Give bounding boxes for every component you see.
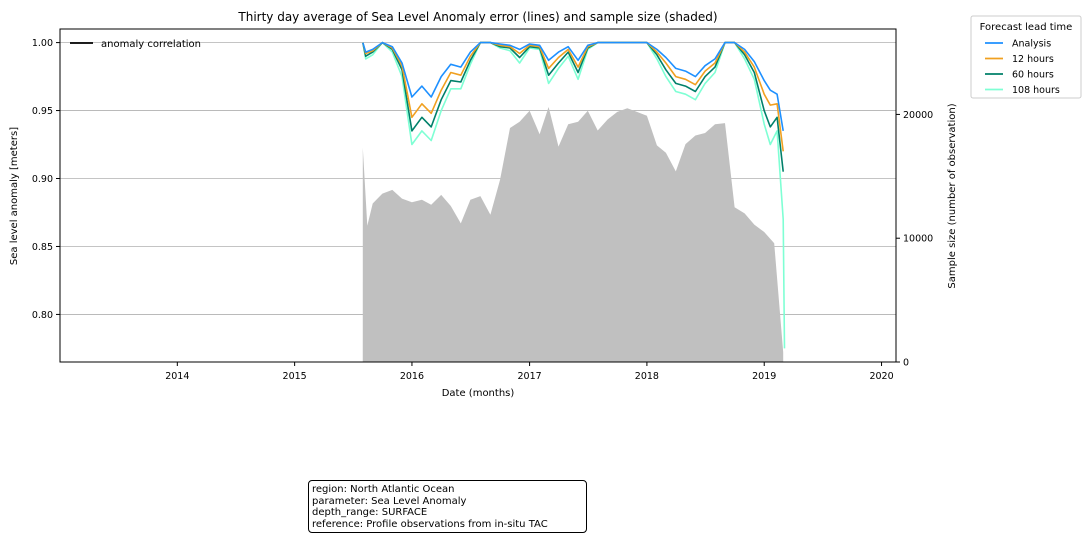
legend-label: 12 hours: [1012, 54, 1054, 65]
x-tick-label: 2019: [752, 371, 776, 382]
y-right-tick-label: 0: [903, 358, 909, 369]
y-axis-label-left: Sea level anomaly [meters]: [9, 127, 20, 265]
x-tick-label: 2016: [400, 371, 424, 382]
series-legend: Forecast lead time Analysis 12 hours 60 ho…: [970, 15, 1082, 99]
style-legend: anomaly correlation: [70, 39, 201, 50]
info-depth-range: depth_range: SURFACE: [312, 507, 428, 518]
y-tick-label: 0.85: [32, 242, 53, 253]
plot-frame: [59, 28, 897, 363]
series-line-12-hours: [362, 41, 784, 152]
info-box: region: North Atlantic Ocean parameter: …: [308, 480, 587, 533]
series-line-analysis: [362, 41, 784, 132]
style-legend-label: anomaly correlation: [101, 39, 201, 50]
y-right-tick-label: 20000: [903, 110, 933, 121]
series-legend-title: Forecast lead time: [980, 22, 1073, 33]
x-tick-label: 2020: [869, 371, 893, 382]
y-tick-label: 1.00: [32, 38, 53, 49]
sample-size-area: [362, 107, 784, 362]
y-right-tick-label: 10000: [903, 234, 933, 245]
legend-label: 60 hours: [1012, 70, 1054, 81]
legend-label: 108 hours: [1012, 85, 1060, 96]
x-axis-label: Date (months): [442, 388, 515, 399]
y-tick-label: 0.95: [32, 106, 53, 117]
chart-title: Thirty day average of Sea Level Anomaly …: [237, 10, 717, 24]
info-reference: reference: Profile observations from in-…: [312, 518, 548, 530]
y-axis-label-right: Sample size (number of observation): [947, 103, 958, 288]
x-tick-label: 2014: [165, 371, 189, 382]
info-region: region: North Atlantic Ocean: [312, 484, 455, 495]
x-tick-label: 2017: [517, 371, 541, 382]
series-line-60-hours: [362, 41, 784, 172]
x-tick-label: 2018: [635, 371, 659, 382]
x-tick-label: 2015: [283, 371, 307, 382]
info-parameter: parameter: Sea Level Anomaly: [312, 495, 467, 507]
y-tick-label: 0.80: [32, 310, 53, 321]
y-tick-label: 0.90: [32, 174, 53, 185]
series-legend-box: [970, 15, 1082, 99]
legend-label: Analysis: [1012, 39, 1051, 50]
